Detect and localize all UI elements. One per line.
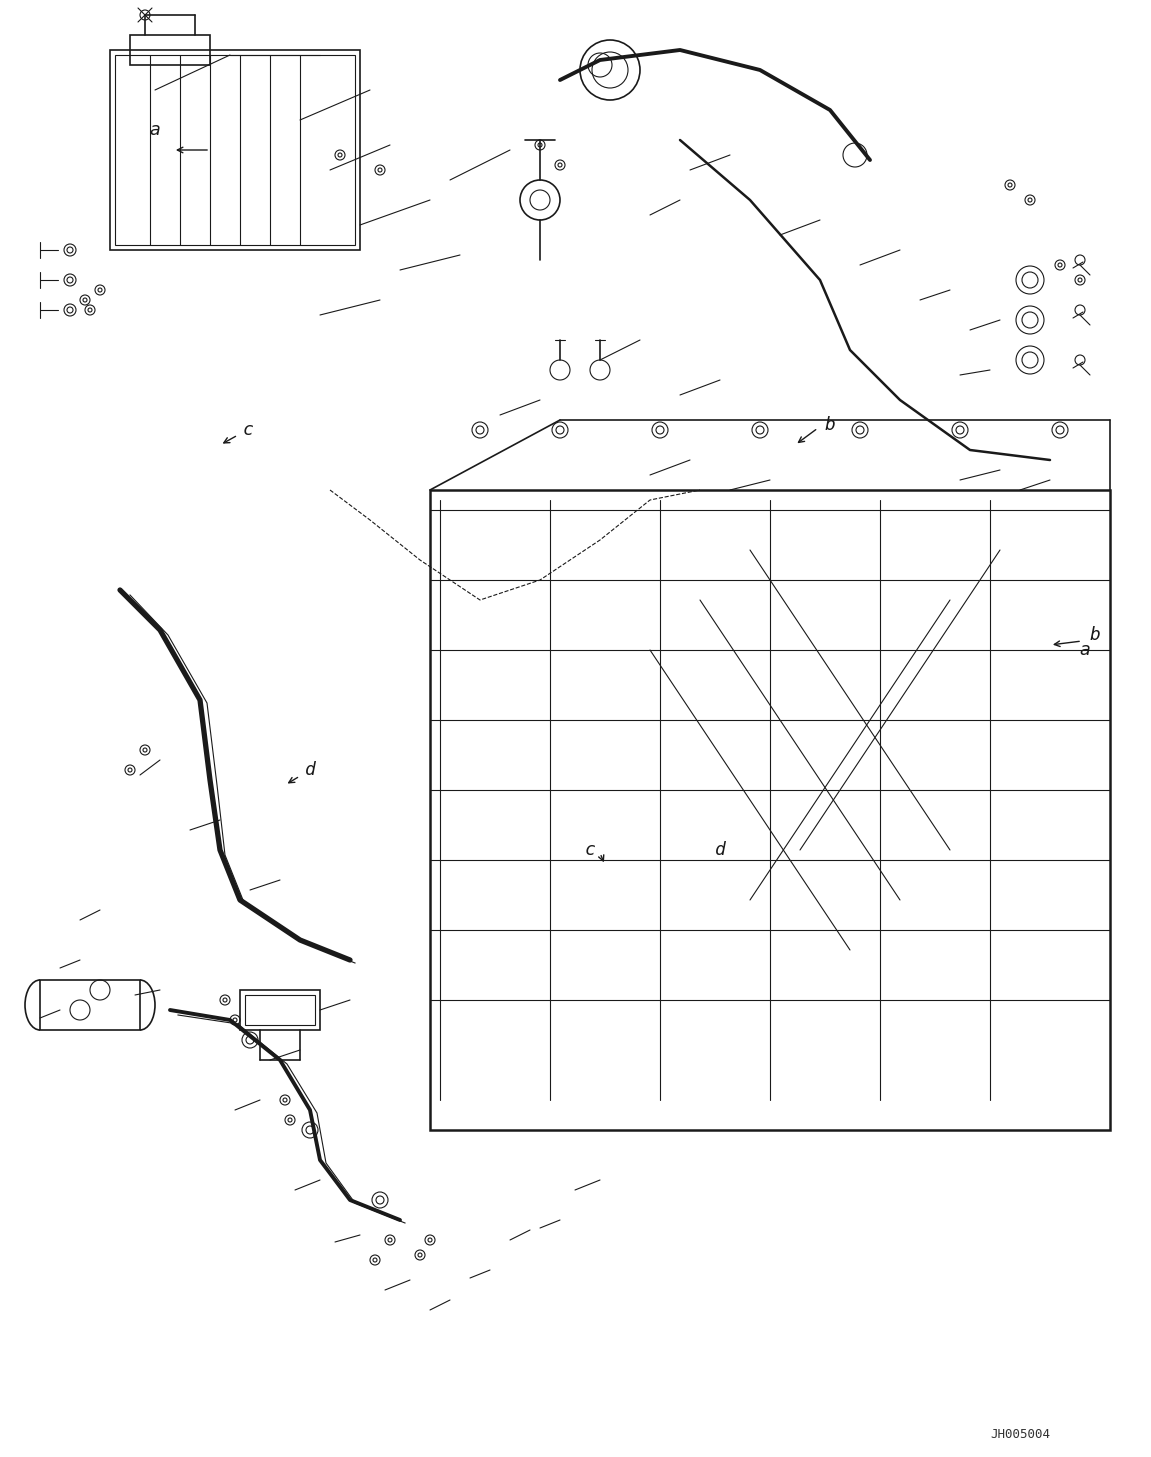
Bar — [430, 490, 1110, 1131]
Text: JH005004: JH005004 — [990, 1428, 1050, 1441]
Bar — [130, 35, 209, 66]
Text: c: c — [585, 841, 595, 860]
Bar — [110, 50, 360, 251]
Text: d: d — [305, 761, 315, 779]
Text: c: c — [243, 421, 253, 439]
Bar — [40, 981, 140, 1030]
Text: a: a — [1080, 641, 1090, 659]
Text: b: b — [824, 417, 836, 434]
Text: b: b — [1090, 627, 1100, 644]
Text: a: a — [150, 121, 160, 138]
Bar — [245, 995, 315, 1026]
Bar — [115, 55, 355, 245]
Bar — [241, 989, 320, 1030]
Text: d: d — [715, 841, 725, 860]
